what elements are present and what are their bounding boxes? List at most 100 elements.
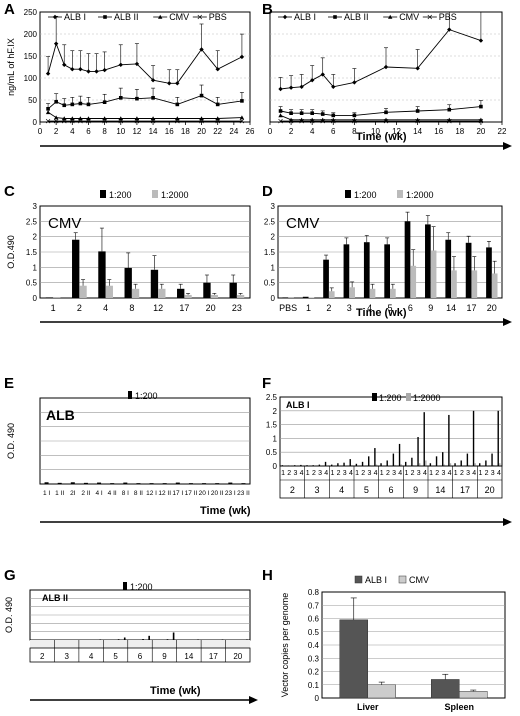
- chart-F-x-tick-label: 3: [466, 470, 470, 477]
- chart-D-x-tick-label: 4: [367, 303, 372, 313]
- chart-C-x-tick-label: 8: [129, 303, 134, 313]
- chart-F-bar: [491, 453, 493, 466]
- chart-F-bar: [429, 463, 432, 466]
- chart-C-bar: [79, 285, 87, 298]
- chart-B-x-tick-label: 14: [413, 127, 422, 136]
- chart-E-x-tick-label: 20 II: [211, 490, 224, 497]
- chart-A-y-tick-label: 50: [28, 96, 37, 105]
- chart-B-point: [384, 110, 388, 115]
- chart-A-point: [53, 115, 59, 120]
- chart-F-x-tick-label: 1: [454, 470, 458, 477]
- chart-A-point: [70, 116, 75, 121]
- chart-F-x-tick-label: 4: [497, 470, 501, 477]
- chart-H-bar: [459, 691, 488, 699]
- chart-F-legend-label: 1:2000: [413, 393, 441, 403]
- chart-F-bar: [499, 463, 501, 466]
- chart-F-bar: [361, 461, 364, 466]
- chart-A-point: [150, 118, 156, 124]
- time-axis-arrow-G-head: [249, 696, 258, 704]
- chart-F-x-tick-label: 2: [485, 470, 489, 477]
- chart-E-x-tick-label: 23 I: [225, 490, 236, 497]
- chart-F-x-tick-label: 3: [392, 470, 396, 477]
- chart-F-x-tick-label: 2: [337, 470, 341, 477]
- chart-A-point: [167, 81, 172, 86]
- chart-A-point: [134, 61, 140, 67]
- chart-G-x-axis-label: Time (wk): [150, 685, 201, 697]
- chart-B-x-tick-label: 22: [498, 127, 507, 136]
- chart-A-point: [86, 69, 91, 74]
- chart-H-y-tick-label: 0.7: [308, 601, 320, 610]
- chart-A-point: [239, 54, 245, 60]
- chart-F-bar: [435, 456, 438, 466]
- chart-H-y-tick-label: 0.2: [308, 668, 320, 677]
- chart-F-x-tick-label: 1: [380, 470, 384, 477]
- chart-C-bar: [98, 251, 106, 298]
- chart-A-x-tick-label: 24: [229, 127, 238, 136]
- chart-F-frame: [279, 396, 503, 467]
- chart-E-bar: [149, 483, 154, 484]
- chart-D-bar: [363, 242, 370, 298]
- chart-D-x-tick-label: 1: [306, 303, 311, 313]
- chart-F-y-tick-label: 1.5: [266, 421, 278, 430]
- chart-F-bar: [349, 459, 351, 466]
- chart-D-bar: [302, 296, 309, 298]
- chart-C-y-axis-label: O.D.490: [6, 235, 16, 269]
- chart-C-bar: [236, 294, 245, 298]
- chart-D-bar: [451, 270, 457, 298]
- chart-B-point: [299, 111, 304, 115]
- chart-F-bar: [497, 410, 499, 466]
- chart-A-y-tick-label: 100: [24, 74, 38, 83]
- chart-C-legend-swatch: [100, 190, 106, 198]
- chart-B-point: [278, 86, 283, 92]
- chart-A-point: [45, 110, 51, 115]
- chart-F-bar: [468, 464, 470, 466]
- chart-C-annotation: CMV: [48, 215, 81, 232]
- chart-F-x-tick-label: 4: [374, 470, 378, 477]
- chart-A-point: [54, 99, 58, 104]
- chart-D-y-tick-label: 1.5: [264, 248, 276, 257]
- chart-D-x-tick-label: 5: [387, 303, 392, 313]
- chart-C-bar: [203, 282, 211, 298]
- chart-A-series-line-1: [47, 95, 242, 110]
- chart-C-y-tick-label: 2.5: [26, 217, 38, 226]
- chart-E-bar: [202, 483, 207, 484]
- chart-A-point: [134, 116, 140, 121]
- chart-A-x-tick-label: 14: [149, 127, 158, 136]
- chart-F-group-table: [279, 465, 503, 499]
- chart-D-y-tick-label: 3: [271, 202, 276, 211]
- chart-F-x-tick-label: 3: [293, 470, 297, 477]
- chart-B-point: [352, 80, 357, 85]
- chart-F-x-tick-label: 1: [281, 470, 285, 477]
- chart-A-x-tick-label: 26: [246, 127, 255, 136]
- chart-A-point: [215, 67, 220, 72]
- chart-A-x-tick-label: 6: [86, 127, 91, 136]
- chart-B-legend-label: ALB II: [344, 12, 369, 22]
- chart-F-y-tick-label: 1: [273, 434, 278, 443]
- chart-G-group-label: 3: [64, 652, 69, 661]
- chart-F-group-label: 5: [364, 485, 369, 495]
- chart-A-frame: [39, 11, 251, 123]
- chart-G-bar: [185, 639, 187, 640]
- chart-F-legend-swatch: [406, 393, 411, 401]
- chart-A-point: [118, 62, 123, 67]
- chart-F-bar: [492, 464, 495, 466]
- chart-B-x-tick-label: 18: [455, 127, 464, 136]
- chart-B-point: [278, 118, 283, 124]
- chart-D-bar: [390, 288, 396, 298]
- chart-A-x-tick-label: 18: [181, 127, 190, 136]
- chart-A-series-line-2: [47, 111, 242, 119]
- chart-C-bar: [45, 297, 54, 298]
- chart-A-point: [175, 81, 180, 86]
- chart-A-legend-label: ALB II: [114, 12, 139, 22]
- chart-B-point: [383, 118, 389, 124]
- chart-F-group-label: 6: [388, 485, 393, 495]
- chart-D-bar: [308, 297, 315, 298]
- chart-F-x-tick-label: 2: [312, 470, 316, 477]
- chart-A-legend-marker: [103, 15, 107, 19]
- chart-F-x-tick-label: 3: [441, 470, 445, 477]
- chart-F-bar: [449, 463, 452, 466]
- chart-CD-x-axis-label: Time (wk): [356, 307, 407, 319]
- chart-F-bar: [380, 463, 382, 466]
- chart-C-x-tick-label: 2: [77, 303, 82, 313]
- chart-A-point: [94, 69, 99, 74]
